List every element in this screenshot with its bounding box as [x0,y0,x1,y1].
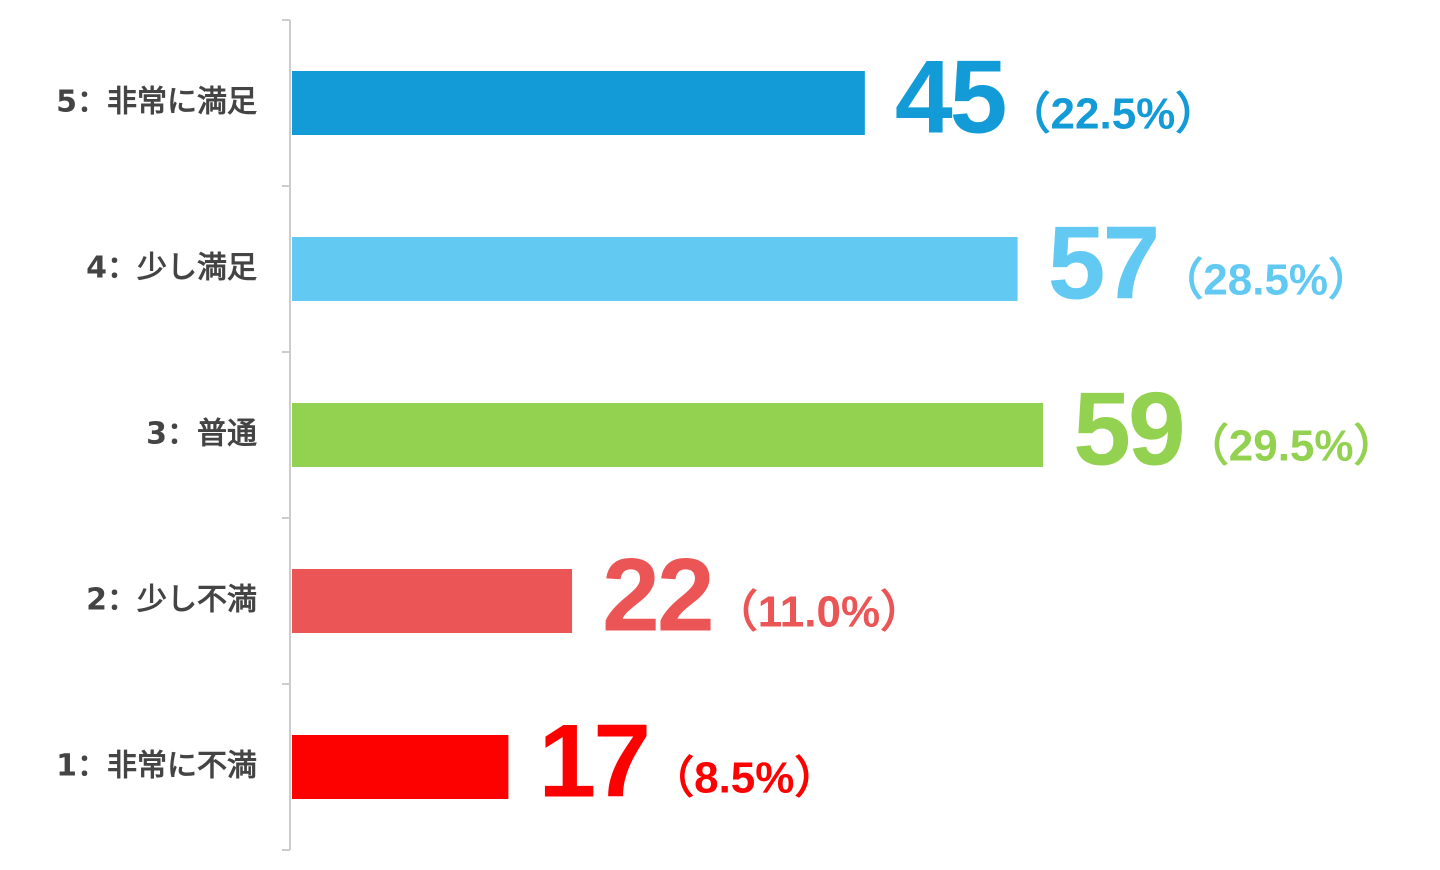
value-label: 45 [895,39,1005,155]
value-label: 22 [602,537,712,653]
percent-label: （28.5%） [1159,256,1372,305]
bar [292,403,1044,467]
percent-label: （8.5%） [650,754,838,803]
category-label: 2：少し不満 [86,583,257,618]
category-label: 4：少し満足 [86,251,257,286]
percent-label: （11.0%） [714,588,924,637]
bar [292,735,509,799]
value-label: 17 [538,703,648,819]
percent-label: （29.5%） [1185,422,1398,471]
percent-label: （22.5%） [1007,90,1220,139]
bar [292,237,1018,301]
category-label: 5：非常に満足 [56,85,257,120]
bar [292,569,573,633]
bar [292,71,865,135]
category-label: 3：普通 [146,417,257,452]
value-label: 59 [1073,371,1183,487]
value-label: 57 [1048,205,1158,321]
category-label: 1：非常に不満 [56,749,257,784]
